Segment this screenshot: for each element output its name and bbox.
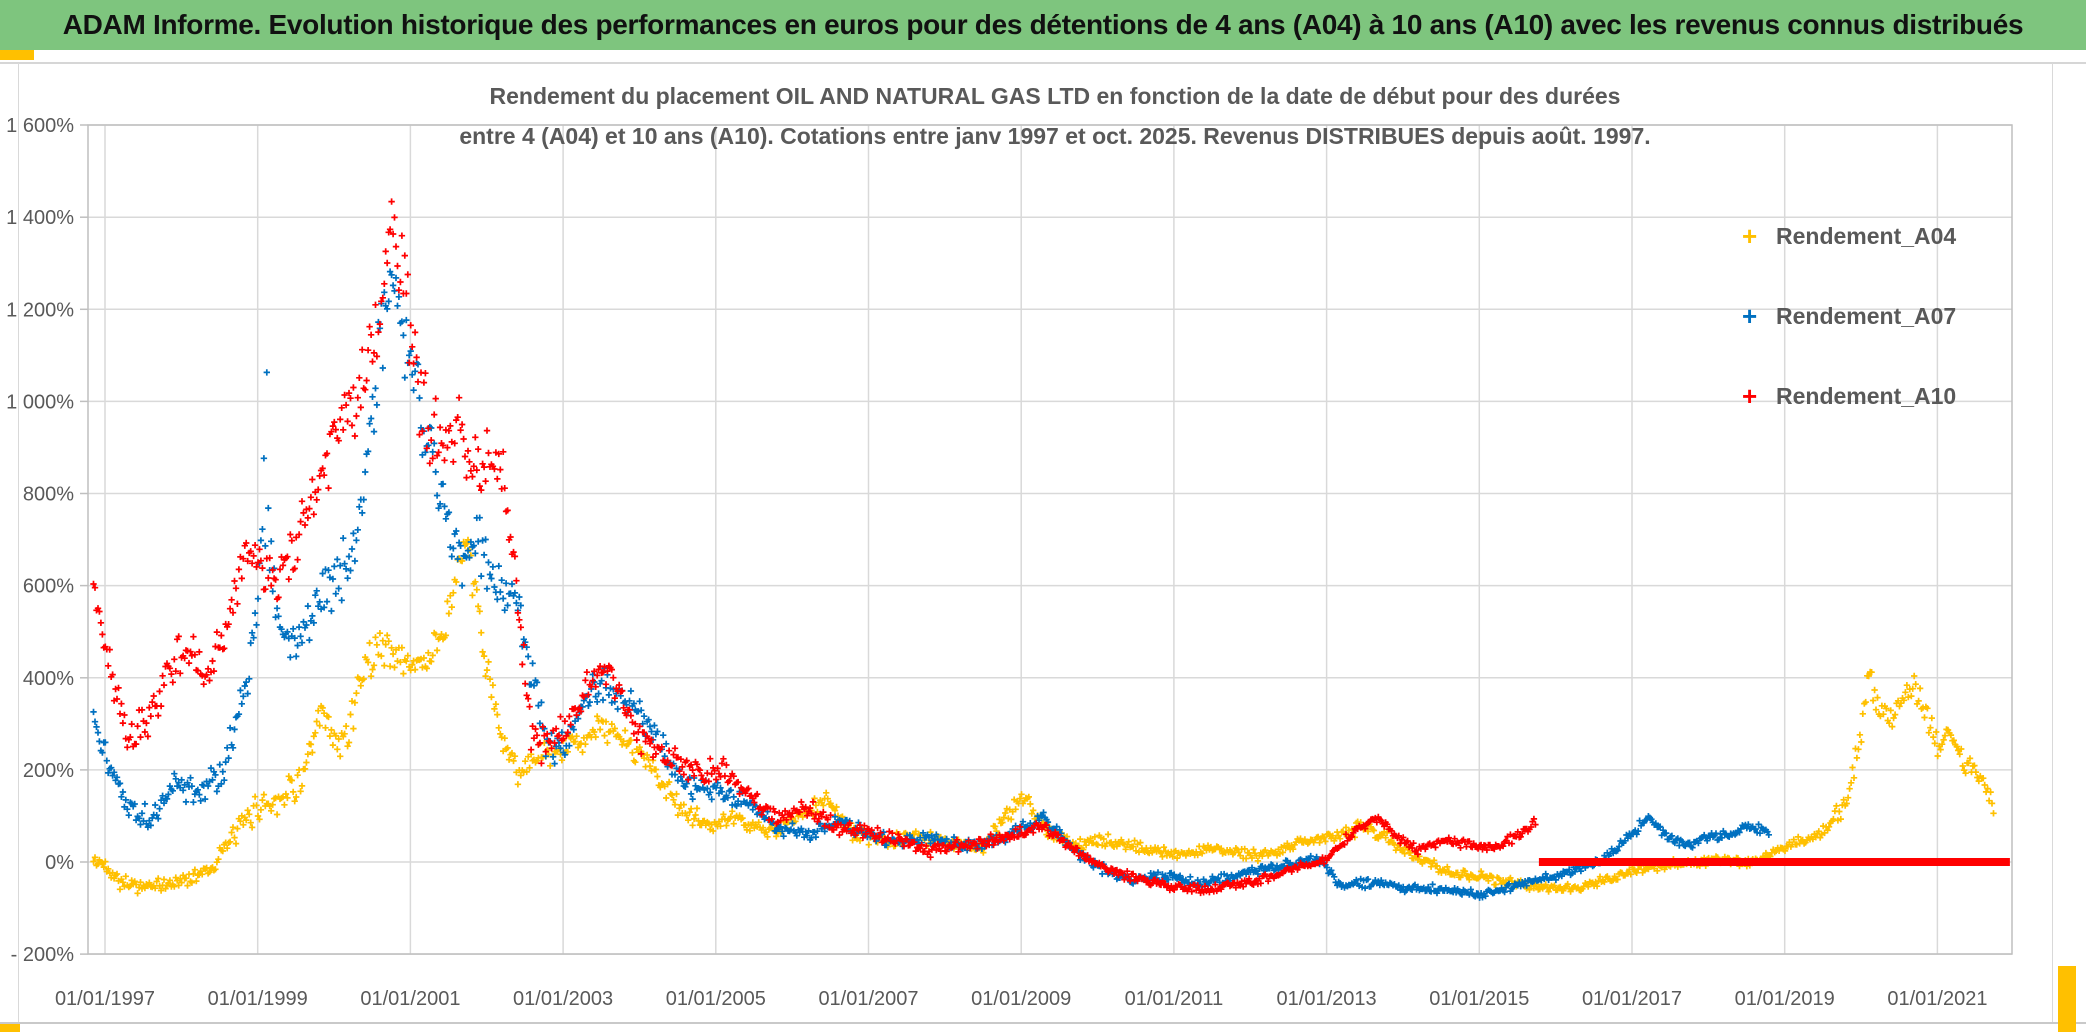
report-header-banner: ADAM Informe. Evolution historique des p… [0,0,2086,50]
series-rendement_a04-points [90,536,1997,897]
report-title: ADAM Informe. Evolution historique des p… [62,9,2024,40]
chart-title-line1: Rendement du placement OIL AND NATURAL G… [489,83,1621,109]
chart-legend: + Rendement_A04 + Rendement_A07 + Rendem… [1742,196,2072,436]
y-axis-label: 600% [23,576,74,598]
plus-marker-icon: + [1742,380,1758,411]
x-axis-label: 01/01/2011 [1125,988,1224,1010]
y-axis-label: 400% [23,668,74,690]
x-axis-label: 01/01/1997 [55,988,155,1010]
bottom-divider [0,1022,2086,1024]
series-rendement_a10-points [90,198,1539,897]
series-rendement_a07-points [90,268,1772,901]
legend-label: Rendement_A07 [1776,302,1957,329]
plus-marker-icon: + [1742,220,1758,251]
x-axis-label: 01/01/2015 [1429,988,1529,1010]
y-axis-label: 0% [45,852,74,874]
gold-corner-tab [0,50,34,60]
x-axis-label: 01/01/1999 [208,988,308,1010]
x-axis-label: 01/01/2013 [1277,988,1377,1010]
x-axis-label: 01/01/2019 [1735,988,1835,1010]
x-axis-label: 01/01/2021 [1887,988,1987,1010]
y-axis-label: 1 600% [6,115,74,137]
x-axis-label: 01/01/2003 [513,988,613,1010]
x-axis-label: 01/01/2009 [971,988,1071,1010]
gold-scrollbar-accent[interactable] [2058,966,2076,1032]
legend-item-a10[interactable]: + Rendement_A10 [1742,356,2072,436]
chart-frame-left [18,63,19,1022]
x-axis-label: 01/01/2007 [818,988,918,1010]
y-axis-label: 1 200% [6,299,74,321]
plus-marker-icon: + [1742,300,1758,331]
chart-title-line2: entre 4 (A04) et 10 ans (A10). Cotations… [459,123,1651,149]
x-axis-label: 01/01/2005 [666,988,766,1010]
y-axis-label: 800% [23,484,74,506]
x-axis-label: 01/01/2001 [360,988,460,1010]
legend-label: Rendement_A10 [1776,382,1957,409]
chart-title: Rendement du placement OIL AND NATURAL G… [300,76,1810,156]
y-axis-label: 1 400% [6,207,74,229]
header-divider [0,62,2086,64]
y-axis-label: 200% [23,760,74,782]
legend-label: Rendement_A04 [1776,222,1957,249]
y-axis-label: 1 000% [6,391,74,413]
legend-item-a07[interactable]: + Rendement_A07 [1742,276,2072,356]
chart-frame-right [2052,63,2053,1022]
y-axis-label: - 200% [11,944,75,966]
gold-corner-bottom-left [0,1024,20,1032]
plot-border [87,124,2013,955]
legend-item-a04[interactable]: + Rendement_A04 [1742,196,2072,276]
x-axis-label: 01/01/2017 [1582,988,1682,1010]
